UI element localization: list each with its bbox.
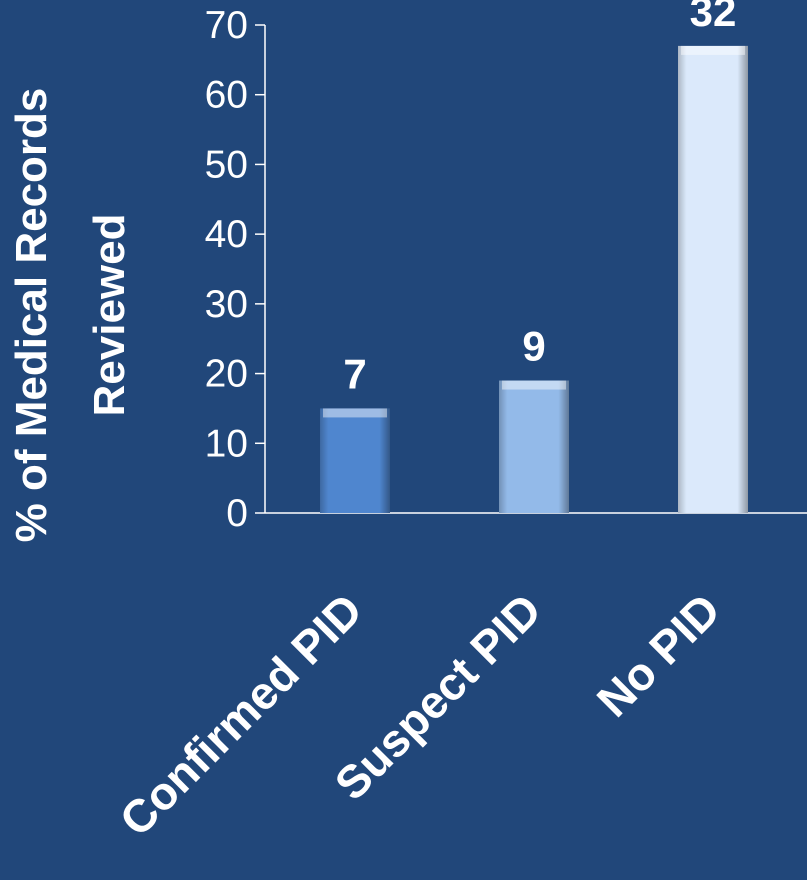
bar: [499, 380, 569, 513]
data-labels: 7 9 32: [343, 0, 736, 397]
data-label: 9: [522, 323, 545, 370]
data-label: 32: [690, 0, 737, 35]
bar: [678, 45, 748, 514]
bar: [320, 408, 390, 513]
data-label: 7: [343, 350, 366, 397]
y-axis-title: % of Medical Records Reviewed: [7, 88, 134, 543]
bar-bevel: [681, 45, 745, 55]
y-tick-label: 10: [205, 422, 248, 465]
bars: [320, 45, 748, 514]
bar-shading: [678, 45, 748, 514]
category-label: Confirmed PID: [109, 583, 372, 846]
y-axis-title-line-1: % of Medical Records: [7, 88, 56, 543]
bar-bevel: [502, 380, 566, 390]
category-label: No PID: [587, 583, 730, 726]
bar-shading: [320, 408, 390, 513]
y-axis-ticks: 0 10 20 30 40 50 60 70: [205, 4, 265, 535]
y-axis-title-line-2: Reviewed: [85, 214, 134, 417]
y-tick-label: 0: [226, 492, 248, 535]
bar-bevel: [323, 408, 387, 418]
y-tick-label: 50: [205, 143, 248, 186]
bar-shading: [499, 380, 569, 513]
y-tick-label: 40: [205, 213, 248, 256]
y-tick-label: 30: [205, 283, 248, 326]
y-tick-label: 60: [205, 74, 248, 117]
y-tick-label: 70: [205, 4, 248, 47]
y-tick-label: 20: [205, 353, 248, 396]
